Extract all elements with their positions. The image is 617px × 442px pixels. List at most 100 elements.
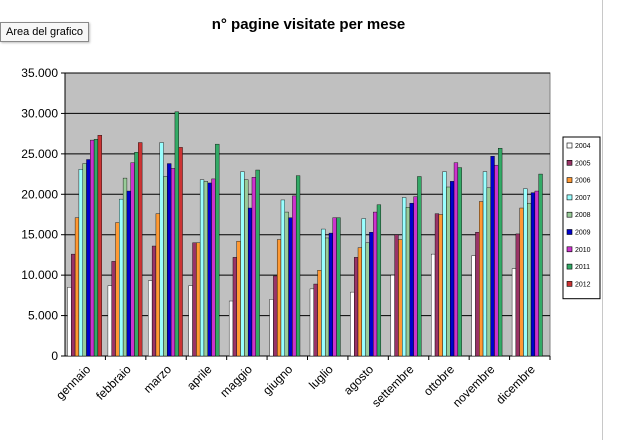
bar-2011-aprile[interactable]: [215, 143, 220, 357]
bar-2009-novembre[interactable]: [490, 156, 495, 357]
bar-2009-dicembre[interactable]: [530, 192, 536, 357]
bar-2010-dicembre[interactable]: [534, 190, 539, 357]
bar-2011-marzo[interactable]: [174, 111, 179, 357]
bar-2011-agosto[interactable]: [376, 204, 382, 357]
plot-area[interactable]: [64, 72, 551, 357]
bar-2004-aprile[interactable]: [188, 285, 193, 357]
bar-2010-settembre[interactable]: [413, 196, 418, 357]
bar-2006-ottobre[interactable]: [438, 214, 443, 357]
bar-2008-dicembre[interactable]: [527, 202, 532, 357]
bar-2009-maggio[interactable]: [247, 207, 253, 357]
bar-2011-gennaio[interactable]: [93, 139, 99, 357]
bar-2012-febbraio[interactable]: [138, 142, 143, 357]
bar-2007-novembre[interactable]: [482, 171, 488, 357]
bar-2007-agosto[interactable]: [361, 218, 366, 357]
bar-2010-maggio[interactable]: [251, 177, 256, 357]
bar-2007-ottobre[interactable]: [442, 171, 447, 357]
bar-2006-giugno[interactable]: [276, 239, 282, 357]
bar-2004-ottobre[interactable]: [431, 253, 436, 357]
bar-2006-febbraio[interactable]: [115, 222, 120, 357]
bar-2010-ottobre[interactable]: [453, 162, 459, 357]
bar-2010-aprile[interactable]: [211, 178, 216, 357]
bar-2009-gennaio[interactable]: [86, 159, 91, 357]
bar-2011-novembre[interactable]: [498, 147, 503, 357]
bar-2008-marzo[interactable]: [163, 176, 168, 357]
bar-2004-marzo[interactable]: [148, 280, 153, 357]
bar-2007-luglio[interactable]: [321, 228, 326, 357]
bar-2007-gennaio[interactable]: [78, 169, 83, 357]
bar-2009-febbraio[interactable]: [126, 190, 131, 357]
bar-2011-settembre[interactable]: [417, 176, 422, 357]
bar-2009-giugno[interactable]: [288, 217, 293, 357]
bar-2010-giugno[interactable]: [292, 195, 297, 357]
bar-2005-novembre[interactable]: [475, 232, 480, 357]
bar-2008-novembre[interactable]: [486, 187, 491, 357]
bar-2006-marzo[interactable]: [155, 213, 160, 357]
bar-2006-maggio[interactable]: [236, 240, 241, 357]
bar-2009-settembre[interactable]: [409, 202, 414, 357]
bar-2010-gennaio[interactable]: [90, 139, 95, 357]
bar-2011-giugno[interactable]: [295, 175, 301, 357]
bar-2008-luglio[interactable]: [325, 237, 330, 357]
bar-2010-novembre[interactable]: [494, 164, 499, 357]
bar-2009-aprile[interactable]: [207, 182, 212, 357]
bar-2004-febbraio[interactable]: [107, 285, 112, 357]
bar-2008-febbraio[interactable]: [122, 177, 128, 357]
bar-2004-maggio[interactable]: [228, 300, 234, 357]
bar-2006-aprile[interactable]: [196, 242, 201, 357]
bar-2008-maggio[interactable]: [244, 179, 249, 357]
bar-2004-gennaio[interactable]: [67, 287, 72, 357]
bar-2005-aprile[interactable]: [192, 242, 197, 357]
bar-2012-gennaio[interactable]: [97, 135, 102, 357]
bar-2007-settembre[interactable]: [402, 197, 407, 357]
bar-2006-novembre[interactable]: [479, 201, 484, 357]
bar-2008-settembre[interactable]: [405, 207, 411, 357]
bar-2007-maggio[interactable]: [240, 171, 245, 357]
bar-2007-giugno[interactable]: [280, 199, 285, 357]
bar-2011-maggio[interactable]: [255, 169, 260, 357]
bar-2010-agosto[interactable]: [373, 211, 378, 357]
bar-2012-marzo[interactable]: [178, 147, 183, 357]
bar-2011-dicembre[interactable]: [538, 173, 543, 357]
bar-2005-luglio[interactable]: [313, 283, 318, 357]
bar-2006-gennaio[interactable]: [74, 217, 80, 357]
bar-2010-febbraio[interactable]: [130, 162, 135, 357]
bar-2008-aprile[interactable]: [203, 181, 208, 357]
bar-2011-ottobre[interactable]: [457, 167, 462, 357]
bar-2010-luglio[interactable]: [332, 217, 337, 357]
bar-2004-settembre[interactable]: [390, 274, 395, 357]
bar-2007-marzo[interactable]: [159, 142, 164, 357]
bar-2009-luglio[interactable]: [328, 232, 333, 357]
bar-2010-marzo[interactable]: [170, 168, 176, 357]
bar-2007-febbraio[interactable]: [119, 198, 124, 357]
bar-2005-settembre[interactable]: [394, 234, 399, 357]
bar-2004-luglio[interactable]: [309, 288, 314, 357]
bar-2005-dicembre[interactable]: [515, 233, 520, 357]
bar-2005-giugno[interactable]: [273, 275, 278, 357]
bar-2005-agosto[interactable]: [354, 257, 359, 357]
bar-2007-aprile[interactable]: [199, 179, 205, 357]
bar-2008-giugno[interactable]: [284, 211, 289, 357]
bar-2008-ottobre[interactable]: [446, 186, 451, 357]
bar-2011-febbraio[interactable]: [134, 152, 139, 357]
bar-2005-ottobre[interactable]: [434, 213, 440, 357]
bar-2009-ottobre[interactable]: [450, 181, 455, 357]
bar-2007-dicembre[interactable]: [523, 188, 528, 357]
bar-2006-dicembre[interactable]: [519, 207, 524, 357]
bar-2005-gennaio[interactable]: [71, 253, 76, 357]
bar-2011-luglio[interactable]: [336, 217, 341, 357]
bar-2006-luglio[interactable]: [317, 270, 322, 357]
bar-2008-agosto[interactable]: [365, 242, 370, 357]
bar-2009-agosto[interactable]: [369, 232, 374, 357]
bar-2005-marzo[interactable]: [151, 245, 157, 357]
bar-2004-giugno[interactable]: [269, 299, 274, 357]
bar-2009-marzo[interactable]: [167, 163, 172, 357]
bar-2005-febbraio[interactable]: [111, 261, 116, 357]
bar-2008-gennaio[interactable]: [82, 163, 87, 357]
bar-2004-agosto[interactable]: [350, 291, 355, 357]
bar-2004-dicembre[interactable]: [511, 268, 517, 357]
bar-2005-maggio[interactable]: [232, 257, 237, 357]
bar-2004-novembre[interactable]: [471, 255, 476, 357]
bar-2006-settembre[interactable]: [398, 239, 403, 357]
